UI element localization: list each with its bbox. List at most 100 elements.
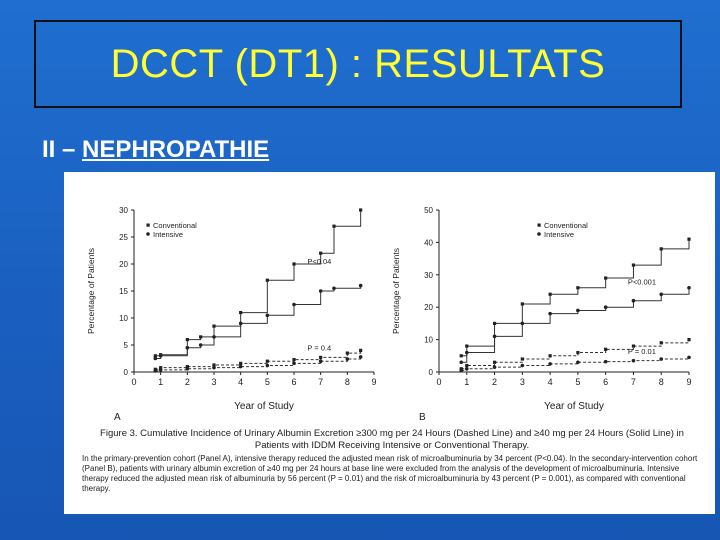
panel-a-series-point (359, 348, 363, 352)
panel-a-series-point (153, 354, 157, 358)
panel-a-series-line (155, 350, 362, 370)
title-box: DCCT (DT1) : RESULTATS (34, 20, 682, 108)
panel-a-series-point (212, 324, 216, 328)
panel-b-series-point (659, 292, 664, 297)
panel-b-series-line (461, 287, 690, 363)
panel-a-x-tick-label: 3 (211, 377, 216, 387)
panel-b-series-point (492, 334, 497, 339)
panel-a-x-tick-label: 9 (371, 377, 376, 387)
panel-b-y-label: Percentage of Patients (391, 248, 401, 334)
panel-b-series-point (604, 276, 608, 280)
panel-a-series-point (239, 361, 243, 365)
panel-b-series-point (548, 311, 552, 316)
panel-a-series-point (185, 345, 190, 350)
panel-b-y-tick-label: 10 (424, 336, 433, 345)
panel-b-series-point (631, 358, 636, 363)
panel-b-legend-label: Intensive (544, 230, 574, 239)
panel-a-x-tick-label: 4 (238, 377, 243, 387)
panel-b-legend-marker (537, 232, 541, 236)
panel-b-x-tick-label: 1 (464, 377, 469, 387)
panel-a-series-point (199, 335, 203, 339)
panel-b-series-point (548, 354, 552, 358)
panel-b-series-point (459, 360, 464, 365)
panel-b-series-point (520, 302, 524, 306)
panel-a-series-point (358, 355, 363, 359)
panel-a-y-tick-label: 0 (124, 368, 129, 377)
panel-a-series-point (359, 208, 363, 212)
panel-b-y-tick-label: 50 (424, 206, 433, 215)
panel-a-y-tick-label: 30 (119, 206, 128, 215)
panel-a-series-point (292, 262, 296, 266)
panel-a-series-point (158, 354, 163, 358)
panel-a-series-point (345, 357, 350, 361)
panel-a-x-tick-label: 5 (265, 377, 270, 387)
panel-a-series-point (185, 365, 189, 369)
figure-panel: 0 1 2 3 4 5 6 7 8 9 0 5 10 15 20 25 30 Year of Study Perce… (64, 172, 715, 514)
panel-b-series-point (492, 321, 497, 325)
panel-a-x-tick-label: 2 (185, 377, 190, 387)
panel-b-legend-label: Conventional (544, 221, 588, 230)
panel-b-series-point (459, 368, 464, 373)
panel-a-series-point (345, 351, 349, 355)
panel-a-series-point (159, 366, 163, 370)
panel-b-series-point (631, 344, 636, 348)
panel-b-series-point (603, 305, 608, 309)
panel-b-x-tick-label: 9 (686, 377, 691, 387)
slide-title: DCCT (DT1) : RESULTATS (110, 41, 606, 86)
panel-b-annotation: P<0.001 (628, 278, 656, 287)
panel-b-x-tick-label: 8 (659, 377, 664, 387)
panel-b-series-point (465, 344, 469, 348)
panel-b-series-point (492, 360, 497, 364)
panel-b-series-point (520, 363, 525, 368)
panel-a-series-point (332, 224, 336, 228)
panel-b-y-tick-label: 40 (424, 238, 433, 247)
panel-a-series-point (292, 302, 296, 307)
panel-a-label: A (114, 412, 121, 422)
panel-b-series-point (659, 341, 663, 345)
panel-b-series-point (520, 321, 525, 326)
panel-b-x-tick-label: 3 (520, 377, 525, 387)
panel-b-series-point (548, 362, 552, 366)
panel-a-annotation: P<0.04 (307, 257, 331, 266)
panel-a-series-point (239, 311, 243, 315)
slide-subtitle: II – NEPHROPATHIE (42, 136, 269, 164)
panel-a-series-point (238, 321, 243, 326)
panel-a-series-point (158, 368, 163, 372)
panel-a-series-point (153, 369, 158, 373)
panel-b-legend-marker (537, 223, 541, 227)
panel-a-series-point (153, 356, 158, 361)
panel-b-x-tick-label: 0 (436, 377, 441, 387)
panel-a-y-tick-label: 5 (124, 341, 129, 350)
panel-a-x-tick-label: 7 (318, 377, 323, 387)
panel-a-series-point (319, 355, 323, 360)
panel-a-series-point (212, 365, 216, 370)
panel-a-y-label: Percentage of Patients (86, 248, 96, 334)
panel-b-series-point (576, 360, 580, 365)
panel-b-series-point (659, 247, 663, 251)
panel-a-series-point (198, 343, 203, 347)
panel-a-series-point (265, 359, 269, 363)
panel-a-series-point (318, 359, 323, 363)
panel-a-series-point (238, 364, 243, 369)
panel-a-x-tick-label: 0 (131, 377, 136, 387)
panel-b-series-point (604, 347, 608, 351)
panel-a-x-tick-label: 8 (345, 377, 350, 387)
panel-a-series-point (292, 361, 296, 366)
panel-a-y-tick-label: 10 (119, 314, 128, 323)
subtitle-prefix: II – (42, 136, 83, 163)
panel-b-series-point (492, 365, 497, 369)
panel-b-series-point (687, 237, 691, 241)
panel-b-x-tick-label: 7 (631, 377, 636, 387)
panel-a-series-point (332, 286, 336, 291)
panel-a-series-point (185, 338, 189, 342)
panel-b-series-point (687, 355, 691, 360)
panel-b-series-point (465, 363, 469, 368)
panel-b-x-tick-label: 2 (492, 377, 497, 387)
panel-a-legend-marker (146, 232, 150, 236)
caption-main: Figure 3. Cumulative Incidence of Urinar… (100, 428, 684, 451)
panel-b-series-point (464, 366, 469, 371)
panel-b-series-point (459, 354, 463, 358)
panel-b-y-tick-label: 0 (429, 368, 434, 377)
panel-a-series-point (265, 278, 269, 282)
